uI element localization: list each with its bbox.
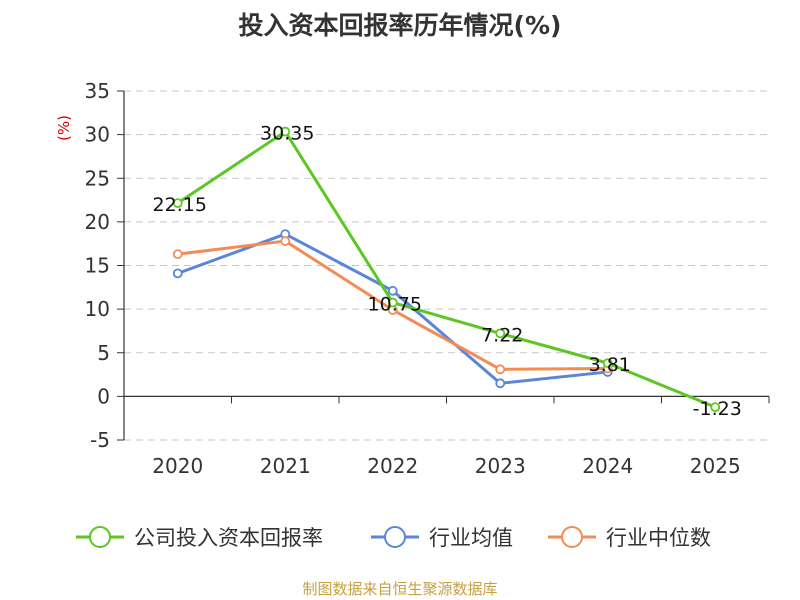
- grid-lines: [124, 90, 769, 441]
- x-tick-label: 2021: [260, 454, 311, 478]
- x-tick-label: 2025: [690, 454, 741, 478]
- data-point: [387, 297, 398, 308]
- legend-item-2[interactable]: 行业均值: [371, 526, 513, 550]
- axes: [117, 90, 770, 441]
- y-tick-label: 20: [85, 210, 110, 234]
- data-label: 30.35: [260, 123, 314, 145]
- legend-label: 行业均值: [429, 526, 513, 550]
- legend-item-3[interactable]: 行业中位数: [548, 526, 711, 550]
- x-tick-label: 2023: [475, 454, 526, 478]
- source-note: 制图数据来自恒生聚源数据库: [302, 580, 498, 598]
- y-tick-label: 30: [85, 123, 110, 147]
- legend-item-1[interactable]: 公司投入资本回报率: [76, 526, 323, 550]
- legend-marker: [89, 526, 111, 548]
- y-tick-label: 10: [85, 297, 110, 321]
- data-point: [172, 249, 183, 260]
- data-point: [280, 236, 291, 246]
- data-labels: 22.15 30.35 10.75 7.22 3.81 -1.23: [153, 123, 742, 421]
- data-point: [172, 268, 183, 279]
- data-point: [495, 328, 506, 339]
- data-point: [710, 402, 721, 413]
- data-label: 7.22: [481, 324, 523, 346]
- legend[interactable]: 公司投入资本回报率 行业均值 行业中位数: [76, 526, 711, 550]
- y-tick-label: 15: [85, 254, 110, 278]
- y-axis-unit-label: (%): [55, 115, 73, 141]
- y-tick-label: 35: [85, 79, 110, 103]
- data-label: 22.15: [153, 194, 207, 216]
- data-label: 3.81: [589, 354, 631, 376]
- data-point: [172, 198, 183, 209]
- data-point: [495, 378, 506, 389]
- x-tick-label: 2024: [582, 454, 633, 478]
- y-tick-label: 0: [97, 384, 110, 408]
- data-point: [602, 358, 613, 369]
- x-tick-label: 2022: [367, 454, 418, 478]
- y-tick-label: 25: [85, 166, 110, 190]
- legend-marker: [561, 526, 583, 548]
- data-point: [387, 285, 398, 296]
- data-label: -1.23: [693, 398, 742, 420]
- data-label: 10.75: [368, 294, 422, 316]
- chart-title: 投入资本回报率历年情况(%): [238, 11, 562, 40]
- data-point: [280, 126, 291, 137]
- data-point: [495, 364, 506, 375]
- series-line-1: [176, 130, 716, 409]
- series: [172, 126, 721, 413]
- legend-label: 公司投入资本回报率: [134, 526, 323, 550]
- legend-marker: [384, 526, 406, 548]
- y-tick-label: -5: [90, 428, 110, 452]
- y-tick-label: 5: [97, 341, 110, 365]
- legend-label: 行业中位数: [606, 526, 711, 550]
- x-tick-label: 2020: [152, 454, 203, 478]
